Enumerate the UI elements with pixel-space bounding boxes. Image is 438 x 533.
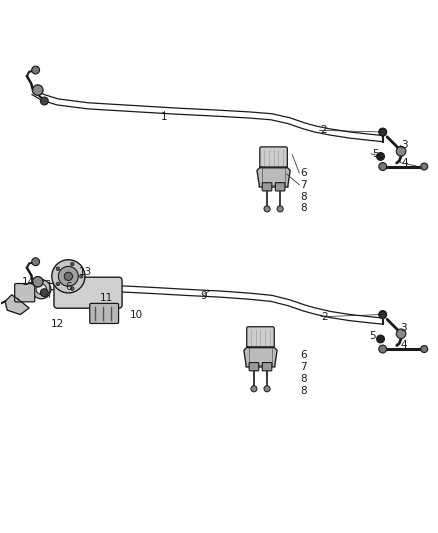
Circle shape [52,260,85,293]
Circle shape [40,97,48,105]
Text: 8: 8 [300,374,307,384]
Text: 7: 7 [300,180,307,190]
Text: 3: 3 [400,322,407,333]
Text: 6: 6 [300,168,307,178]
FancyBboxPatch shape [262,183,272,191]
Circle shape [56,282,60,286]
Circle shape [277,206,283,212]
Text: 11: 11 [100,293,113,303]
Circle shape [379,128,387,136]
Circle shape [32,66,39,74]
Text: 13: 13 [78,267,92,277]
Text: 9: 9 [201,291,207,301]
Circle shape [379,163,387,171]
Text: 1: 1 [161,112,168,122]
Circle shape [377,152,385,160]
Text: 2: 2 [321,312,328,322]
Circle shape [32,277,43,287]
Circle shape [264,386,270,392]
Circle shape [379,345,387,353]
Circle shape [264,206,270,212]
Circle shape [421,345,427,352]
Circle shape [71,287,74,290]
Circle shape [251,386,257,392]
Circle shape [64,272,73,280]
Text: 8: 8 [300,386,307,396]
Circle shape [32,85,43,95]
Text: 6: 6 [300,350,307,360]
FancyBboxPatch shape [249,362,259,371]
Circle shape [40,289,48,297]
Circle shape [36,284,46,294]
FancyBboxPatch shape [14,284,35,302]
FancyBboxPatch shape [276,183,285,191]
FancyBboxPatch shape [54,277,122,308]
Circle shape [58,266,78,286]
Text: 10: 10 [130,310,143,319]
Circle shape [379,311,387,318]
Circle shape [80,274,83,278]
Text: 7: 7 [300,362,307,372]
Circle shape [32,258,39,265]
Text: 6: 6 [65,282,72,293]
Circle shape [379,311,386,318]
Text: 12: 12 [51,319,64,329]
Polygon shape [257,167,290,187]
Text: 5: 5 [372,149,378,159]
Text: 8: 8 [300,203,307,213]
FancyBboxPatch shape [90,303,119,324]
Circle shape [377,335,385,343]
Circle shape [379,129,386,136]
Text: 3: 3 [401,140,408,150]
Text: 2: 2 [320,125,327,135]
Circle shape [396,329,406,338]
Circle shape [71,262,74,266]
Text: 5: 5 [370,332,376,341]
Text: 4: 4 [400,340,407,350]
Circle shape [32,280,51,299]
Polygon shape [5,295,29,314]
Text: 4: 4 [401,158,408,167]
Text: 14: 14 [21,277,35,287]
FancyBboxPatch shape [260,147,287,168]
Text: 8: 8 [300,192,307,201]
FancyBboxPatch shape [262,362,272,371]
Circle shape [56,267,60,270]
Circle shape [396,147,406,156]
Polygon shape [244,347,277,367]
Circle shape [421,163,427,170]
FancyBboxPatch shape [247,327,274,348]
